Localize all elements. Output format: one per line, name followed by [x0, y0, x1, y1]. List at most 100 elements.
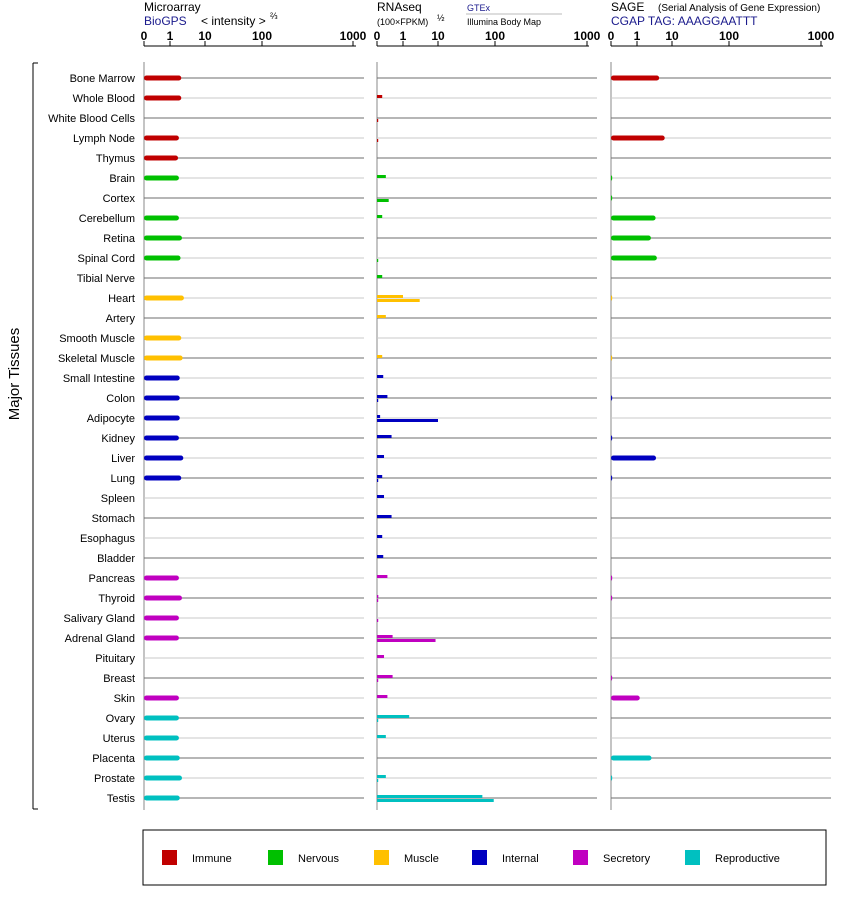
panel-scale-label-rnaseq: (100×FPKM)	[377, 17, 428, 27]
bar-microarray-retina	[144, 235, 182, 241]
bar-microarray-thymus	[144, 155, 179, 161]
category-label-thyroid: Thyroid	[98, 593, 135, 605]
bar-rnaseq-gtex-adipocyte	[377, 415, 381, 418]
bar-sage-spinal-cord	[611, 255, 657, 261]
bar-rnaseq-gtex-brain	[377, 175, 386, 178]
panel-headers: Microarray BioGPS < intensity > ⅔ RNAseq…	[144, 0, 820, 28]
bar-microarray-bone-marrow	[144, 75, 182, 81]
category-label-ovary: Ovary	[106, 713, 136, 725]
bar-sage-breast	[611, 675, 613, 681]
legend-label-internal: Internal	[502, 853, 539, 865]
x-tick-label-microarray-1: 1	[167, 29, 174, 43]
x-tick-label-sage-2: 10	[665, 29, 679, 43]
bar-rnaseq-gtex-pituitary	[377, 655, 385, 658]
bar-rnaseq-illumina-breast	[377, 679, 379, 682]
bar-microarray-heart	[144, 295, 184, 301]
bar-sage-bone-marrow	[611, 75, 660, 81]
panel-title-microarray: Microarray	[144, 0, 201, 14]
bar-rnaseq-gtex-breast	[377, 675, 393, 678]
bar-microarray-skin	[144, 695, 179, 701]
bar-rnaseq-gtex-pancreas	[377, 575, 388, 578]
category-labels: Bone Marrow Whole Blood White Blood Cells L…	[48, 73, 136, 805]
category-label-artery: Artery	[106, 313, 136, 325]
bar-microarray-colon	[144, 395, 180, 401]
legend-swatch-nervous	[268, 850, 283, 865]
bar-rnaseq-gtex-small-intestine	[377, 375, 384, 378]
bar-microarray-liver	[144, 455, 184, 461]
category-label-kidney: Kidney	[101, 433, 135, 445]
bar-rnaseq-gtex-artery	[377, 315, 386, 318]
bar-sage-liver	[611, 455, 657, 461]
x-tick-label-sage-1: 1	[634, 29, 641, 43]
panel-title-sage: SAGE	[611, 0, 644, 14]
bar-sage-lung	[611, 475, 613, 481]
source-gtex: GTEx	[467, 3, 491, 13]
x-tick-label-rnaseq-1: 1	[400, 29, 407, 43]
x-tick-label-microarray-0: 0	[141, 29, 148, 43]
bar-rnaseq-gtex-uterus	[377, 735, 386, 738]
panel-title-rnaseq: RNAseq	[377, 0, 422, 14]
bar-microarray-lung	[144, 475, 182, 481]
bar-microarray-pancreas	[144, 575, 179, 581]
bar-rnaseq-gtex-kidney	[377, 435, 392, 438]
bar-rnaseq-illumina-testis	[377, 799, 494, 802]
bar-sage-cortex	[611, 195, 613, 201]
category-label-whole-blood: Whole Blood	[73, 93, 135, 105]
category-label-cortex: Cortex	[103, 193, 136, 205]
x-tick-label-rnaseq-4: 1000	[574, 29, 601, 43]
x-tick-label-sage-3: 100	[719, 29, 739, 43]
legend-label-nervous: Nervous	[298, 853, 339, 865]
legend-swatch-muscle	[374, 850, 389, 865]
category-label-liver: Liver	[111, 453, 135, 465]
bars	[144, 75, 665, 802]
bar-rnaseq-illumina-adrenal-gland	[377, 639, 436, 642]
bar-sage-lymph-node	[611, 135, 665, 141]
bar-sage-skeletal-muscle	[611, 355, 613, 361]
y-axis-bracket	[32, 62, 38, 810]
x-tick-label-microarray-2: 10	[198, 29, 212, 43]
bar-rnaseq-illumina-colon	[377, 399, 379, 402]
category-label-salivary-gland: Salivary Gland	[63, 613, 135, 625]
category-label-spinal-cord: Spinal Cord	[78, 253, 135, 265]
bar-rnaseq-illumina-heart	[377, 299, 420, 302]
bar-rnaseq-gtex-esophagus	[377, 535, 383, 538]
bar-microarray-adrenal-gland	[144, 635, 179, 641]
category-label-small-intestine: Small Intestine	[63, 373, 135, 385]
category-label-lung: Lung	[111, 473, 135, 485]
bar-rnaseq-illumina-ovary	[377, 719, 379, 722]
category-label-white-blood-cells: White Blood Cells	[48, 113, 135, 125]
category-label-thymus: Thymus	[96, 153, 136, 165]
bar-microarray-spinal-cord	[144, 255, 181, 261]
bar-rnaseq-gtex-testis	[377, 795, 483, 798]
legend-label-immune: Immune	[192, 853, 232, 865]
bar-rnaseq-gtex-colon	[377, 395, 388, 398]
legend-label-reproductive: Reproductive	[715, 853, 780, 865]
panel-subtitle-cgap: CGAP TAG: AAAGGAATTT	[611, 14, 758, 28]
category-label-skeletal-muscle: Skeletal Muscle	[58, 353, 135, 365]
category-label-uterus: Uterus	[103, 733, 136, 745]
panel-scale-power-rnaseq: ½	[437, 13, 445, 23]
x-tick-label-rnaseq-0: 0	[374, 29, 381, 43]
category-label-breast: Breast	[103, 673, 135, 685]
category-label-pancreas: Pancreas	[89, 573, 136, 585]
bar-rnaseq-gtex-thyroid	[377, 595, 379, 598]
bar-microarray-testis	[144, 795, 180, 801]
bar-microarray-skeletal-muscle	[144, 355, 183, 361]
bar-rnaseq-gtex-whole-blood	[377, 95, 383, 98]
bar-rnaseq-gtex-spleen	[377, 495, 385, 498]
category-label-testis: Testis	[107, 793, 136, 805]
legend-swatch-secretory	[573, 850, 588, 865]
category-label-pituitary: Pituitary	[95, 653, 135, 665]
bar-microarray-whole-blood	[144, 95, 182, 101]
bar-rnaseq-illumina-spinal-cord	[377, 259, 379, 262]
category-label-heart: Heart	[108, 293, 135, 305]
bar-rnaseq-illumina-lymph-node	[377, 139, 379, 142]
bar-rnaseq-illumina-prostate	[377, 779, 379, 782]
y-axis-label: Major Tissues	[6, 328, 23, 421]
bar-microarray-lymph-node	[144, 135, 179, 141]
bar-sage-retina	[611, 235, 651, 241]
panel-scale-power-microarray: ⅔	[270, 11, 278, 21]
category-label-retina: Retina	[103, 233, 136, 245]
category-label-tibial-nerve: Tibial Nerve	[77, 273, 135, 285]
